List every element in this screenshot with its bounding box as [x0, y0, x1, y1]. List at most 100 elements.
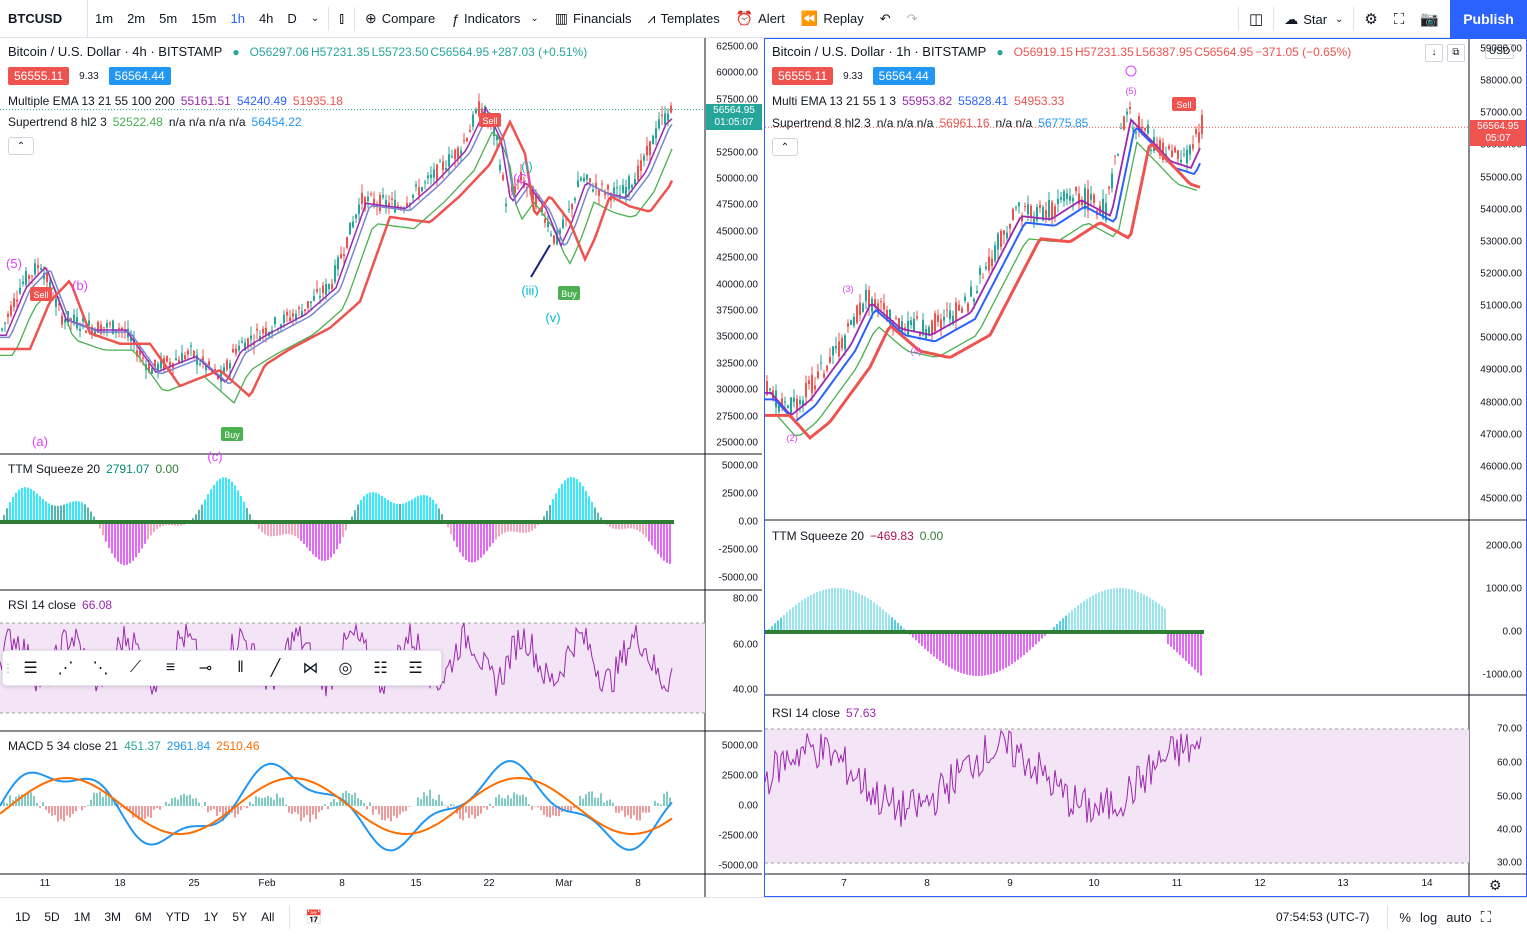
ttm-histogram-bar [453, 522, 455, 541]
timeframe-1m[interactable]: 1m [95, 11, 114, 26]
star-button[interactable]: ☁ Star ⌄ [1276, 0, 1351, 38]
right-chart-panel[interactable]: Sell (3) (2) (5) (4) Bitcoin / U.S. Dollar ·… [764, 38, 1527, 897]
drag-handle-icon[interactable]: ⋮ [2, 661, 14, 675]
magnet-icon[interactable]: ◎ [338, 660, 353, 677]
timeframe-15m[interactable]: 15m [191, 11, 217, 26]
collapse-legend-button[interactable]: ⌃ [8, 137, 34, 155]
indicators-button[interactable]: ƒ Indicators ⌄ [443, 0, 547, 38]
range-5y[interactable]: 5Y [232, 910, 248, 924]
abc-pattern-icon[interactable]: ⋱ [92, 660, 109, 677]
pattern-tool-icon[interactable]: ⋈ [302, 660, 319, 677]
right-price-axis[interactable]: 59000.0058000.0057000.0056000.0055000.00… [1469, 39, 1526, 896]
sell-price-button[interactable]: 56555.11 [8, 67, 70, 85]
candle-body [1021, 215, 1023, 222]
range-3m[interactable]: 3M [104, 910, 122, 924]
ttm-histogram-bar [807, 596, 809, 632]
macd-histogram-bar [531, 806, 533, 810]
trendline-icon[interactable]: ⟋ [129, 659, 142, 676]
timeframe-dropdown-icon[interactable]: ⌄ [310, 13, 320, 24]
rsi-axis-label: 60.00 [1496, 757, 1522, 769]
candle-body [493, 125, 495, 137]
percent-toggle[interactable]: % [1399, 909, 1411, 925]
rsi-label: RSI 14 close [772, 706, 841, 720]
visibility-dot-icon[interactable]: ● [996, 44, 1004, 59]
left-price-axis[interactable]: 62500.0060000.0057500.0055000.0052500.00… [705, 38, 762, 897]
templates-button[interactable]: ⩘ Templates [640, 0, 728, 38]
range-all[interactable]: All [261, 910, 275, 924]
layout-button[interactable]: ◫ [1241, 0, 1271, 38]
right-chart-canvas[interactable]: Sell (3) (2) (5) (4) [765, 39, 1526, 896]
sell-signal-label: Sell [1176, 100, 1191, 110]
left-chart-panel[interactable]: (5) (b) (a) (c) (i) (iii) (v) (C) Sell Sell Buy Buy… [0, 38, 762, 897]
ttm-histogram-bar [123, 522, 125, 566]
settings-levels-icon[interactable]: ☲ [408, 660, 423, 677]
collapse-legend-button[interactable]: ⌃ [772, 138, 798, 156]
fib-levels-icon[interactable]: ☷ [373, 660, 388, 677]
line-tool-icon[interactable]: ╱ [270, 660, 281, 677]
macd-histogram-bar [258, 797, 260, 806]
undo-button[interactable]: ↶ [872, 0, 899, 38]
elliott-wave-icon[interactable]: ⋰ [57, 660, 74, 677]
redo-button[interactable]: ↷ [899, 0, 926, 38]
macd-histogram-bar [180, 795, 182, 806]
maximize-button[interactable]: ⧉ [1447, 44, 1465, 62]
candle-body [562, 219, 564, 228]
ttm-histogram-bar [294, 522, 296, 537]
ttm-histogram-bar [360, 499, 362, 522]
chart-settings-button[interactable]: ⚙ [1489, 877, 1502, 894]
timeframe-2m[interactable]: 2m [127, 11, 146, 26]
range-ytd[interactable]: YTD [165, 910, 190, 924]
timeframe-5m[interactable]: 5m [159, 11, 178, 26]
right-time-axis[interactable]: 7 8 9 10 11 12 13 14 [765, 875, 1469, 896]
publish-button[interactable]: Publish [1450, 0, 1527, 38]
log-toggle[interactable]: log [1419, 909, 1438, 925]
rsi-axis-label: 40.00 [1496, 824, 1522, 836]
sell-price-button[interactable]: 56555.11 [772, 67, 834, 85]
fullscreen-icon[interactable]: ⛶ [1480, 908, 1492, 926]
cycle-lines-icon[interactable]: ‖ [237, 659, 244, 676]
fullscreen-button[interactable]: ⛶ [1386, 0, 1413, 38]
financials-button[interactable]: ▥ Financials [547, 0, 640, 38]
chart-type-button[interactable]: ⫾ [331, 0, 352, 38]
timeframe-1h[interactable]: 1h [230, 11, 245, 26]
left-time-axis[interactable]: 11 18 25 Feb 8 15 22 Mar 8 [0, 875, 705, 897]
ttm-histogram-bar [564, 480, 566, 522]
horizontal-ray-icon[interactable]: ⊸ [198, 660, 213, 677]
range-6m[interactable]: 6M [135, 910, 152, 924]
redo-icon: ↷ [906, 10, 918, 26]
clock-display[interactable]: 07:54:53 (UTC-7) [1276, 910, 1370, 924]
visibility-dot-icon[interactable]: ● [232, 44, 240, 59]
ttm-histogram-bar [48, 503, 50, 522]
ttm-histogram-bar [552, 499, 554, 522]
candle-body [7, 313, 9, 317]
auto-toggle[interactable]: auto [1446, 909, 1472, 925]
compare-button[interactable]: ⊕ Compare [357, 0, 443, 38]
arrow-down-button[interactable]: ↓ [1425, 44, 1443, 62]
replay-button[interactable]: ⏪ Replay [793, 0, 872, 38]
price-axis-label: 37500.00 [716, 305, 758, 317]
price-axis-label: 47500.00 [716, 199, 758, 211]
settings-button[interactable]: ⚙ [1356, 0, 1385, 38]
currency-label[interactable]: USD [1485, 44, 1515, 59]
screenshot-button[interactable]: 📷 [1412, 0, 1447, 38]
range-1y[interactable]: 1Y [203, 910, 219, 924]
range-1d[interactable]: 1D [15, 910, 31, 924]
macd-histogram-bar [564, 806, 566, 811]
ttm-histogram-bar [213, 484, 215, 522]
buy-price-button[interactable]: 56564.44 [108, 67, 171, 85]
ttm-histogram-bar [147, 522, 149, 540]
channel-icon[interactable]: ≡ [165, 659, 176, 676]
horizontal-lines-icon[interactable]: ☰ [23, 660, 38, 677]
alert-button[interactable]: ⏰ Alert [728, 0, 793, 38]
goto-date-button[interactable]: 📅 [298, 909, 329, 926]
buy-price-button[interactable]: 56564.44 [872, 67, 935, 85]
ttm-histogram-bar [399, 504, 401, 522]
range-5d[interactable]: 5D [44, 910, 60, 924]
timeframe-d[interactable]: D [287, 11, 297, 26]
macd-histogram-bar [96, 793, 98, 806]
timeframe-4h[interactable]: 4h [258, 11, 274, 26]
candle-body [358, 204, 360, 214]
candle-body [766, 381, 768, 396]
range-1m[interactable]: 1M [73, 910, 91, 924]
symbol-search[interactable]: BTCUSD [0, 0, 88, 38]
